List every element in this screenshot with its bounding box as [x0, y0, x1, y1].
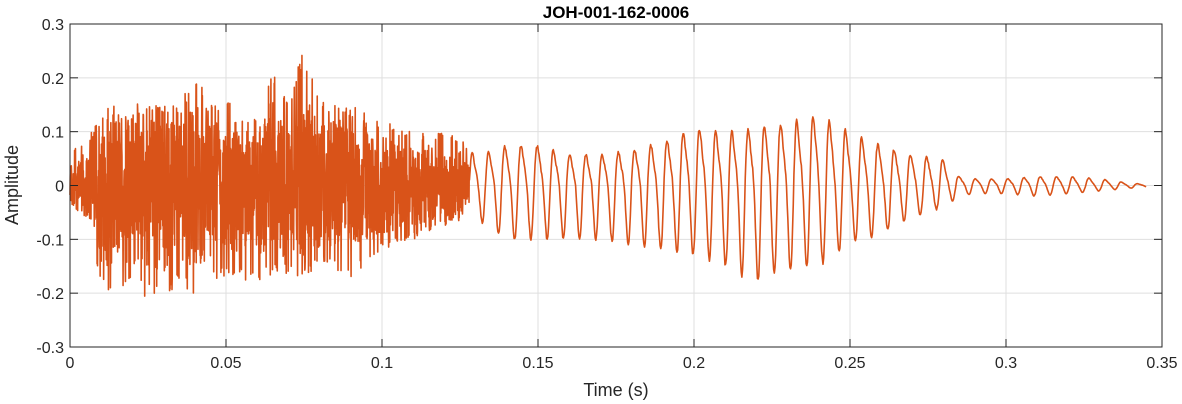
y-tick-label: 0 — [55, 179, 64, 196]
x-tick-label: 0.2 — [683, 355, 705, 372]
y-tick-label: -0.1 — [36, 232, 64, 249]
x-tick-label: 0.3 — [995, 355, 1017, 372]
y-tick-label: -0.3 — [36, 340, 64, 357]
y-tick-label: 0.3 — [42, 17, 64, 34]
x-axis-label: Time (s) — [583, 380, 648, 400]
y-tick-label: -0.2 — [36, 286, 64, 303]
x-tick-label: 0.15 — [522, 355, 553, 372]
x-tick-label: 0.05 — [210, 355, 241, 372]
waveform-line — [69, 54, 1147, 297]
y-tick-label: 0.2 — [42, 71, 64, 88]
x-tick-label: 0.35 — [1146, 355, 1177, 372]
x-tick-label: 0.1 — [371, 355, 393, 372]
waveform-series — [69, 54, 1147, 297]
y-axis-label: Amplitude — [2, 145, 22, 225]
x-tick-label: 0.25 — [834, 355, 865, 372]
axis-ticks — [69, 23, 1163, 348]
chart-title: JOH-001-162-0006 — [543, 3, 689, 22]
x-tick-label: 0 — [66, 355, 75, 372]
y-tick-label: 0.1 — [42, 125, 64, 142]
